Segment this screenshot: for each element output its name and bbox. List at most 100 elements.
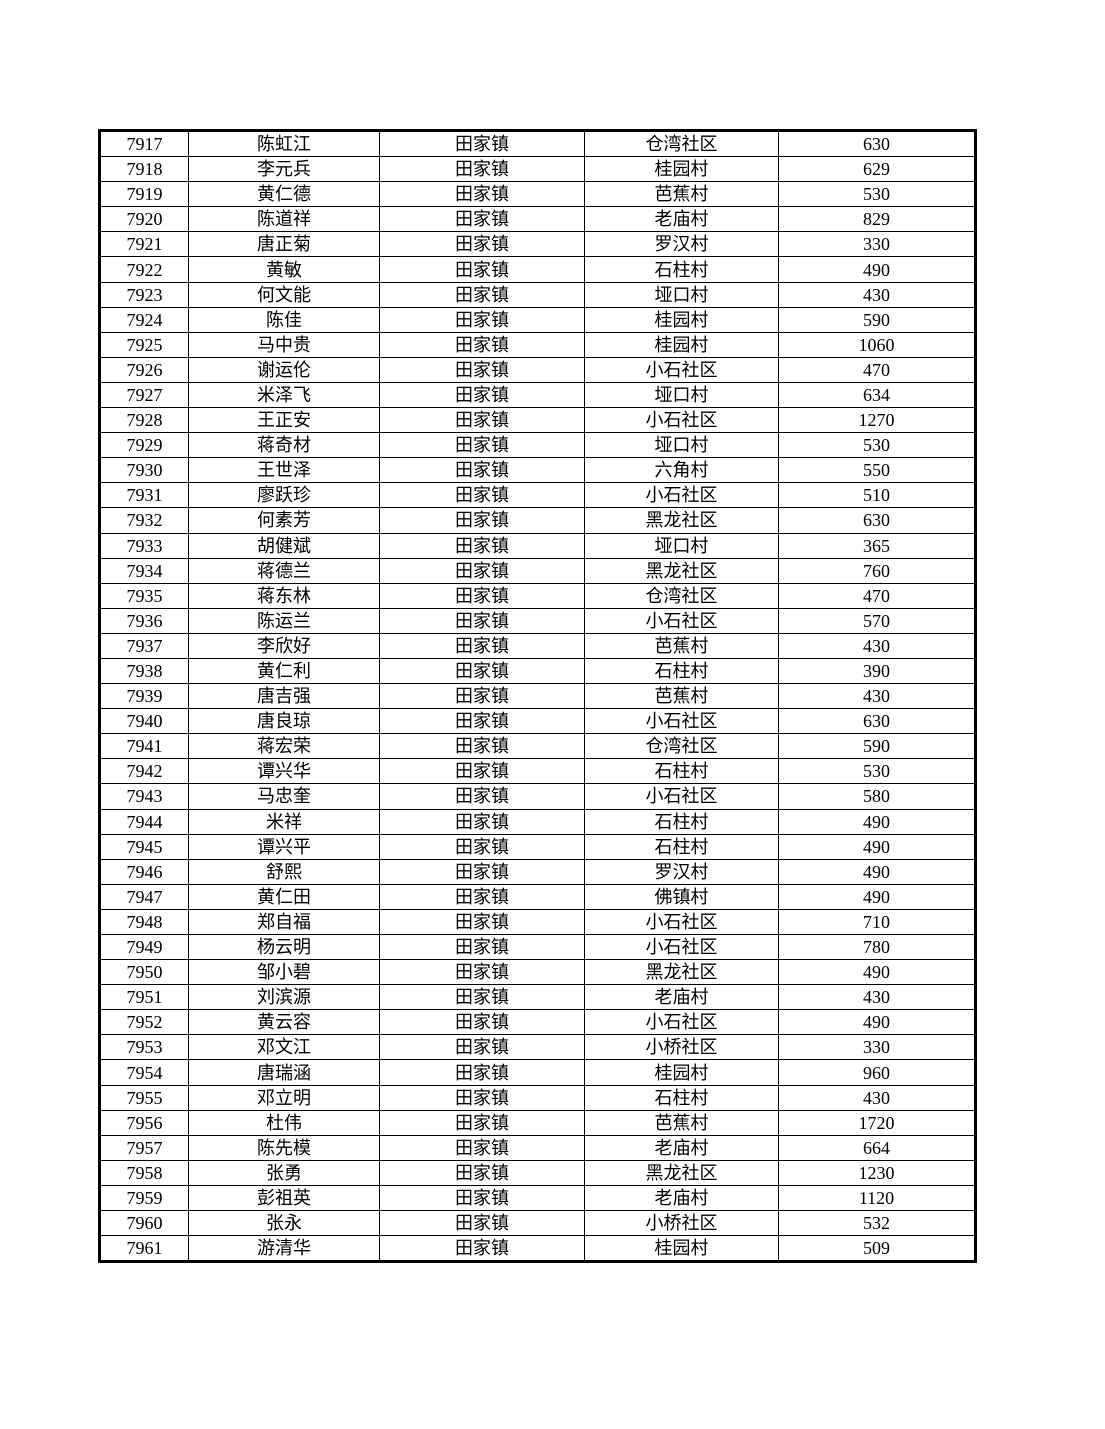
- cell-village: 垭口村: [584, 381, 779, 409]
- cell-town: 田家镇: [379, 1210, 585, 1237]
- table-row: 7949 杨云明 田家镇 小石社区 780: [99, 933, 976, 961]
- cell-serial-number: 7943: [99, 783, 189, 810]
- cell-serial-number: 7957: [99, 1134, 189, 1161]
- cell-town: 田家镇: [379, 858, 585, 885]
- cell-person-name: 李元兵: [188, 156, 380, 183]
- cell-person-name: 陈道祥: [188, 206, 380, 233]
- cell-person-name: 黄敏: [188, 256, 380, 283]
- table-row: 7922 黄敏 田家镇 石柱村 490: [99, 256, 976, 283]
- cell-serial-number: 7948: [99, 908, 189, 936]
- table-row: 7937 李欣好 田家镇 芭蕉村 430: [99, 632, 976, 659]
- cell-person-name: 唐良琼: [188, 708, 380, 735]
- cell-amount: 590: [778, 306, 976, 333]
- cell-amount: 490: [778, 833, 976, 860]
- cell-town: 田家镇: [379, 783, 585, 810]
- cell-person-name: 蒋奇材: [188, 432, 380, 459]
- cell-serial-number: 7954: [99, 1059, 189, 1086]
- cell-person-name: 张勇: [188, 1159, 380, 1186]
- cell-town: 田家镇: [379, 231, 585, 258]
- cell-town: 田家镇: [379, 1009, 585, 1036]
- table-row: 7954 唐瑞涵 田家镇 桂园村 960: [99, 1059, 976, 1086]
- cell-person-name: 杨云明: [188, 933, 380, 961]
- table-row: 7947 黄仁田 田家镇 佛镇村 490: [99, 883, 976, 910]
- table-row: 7946 舒熙 田家镇 罗汉村 490: [99, 858, 976, 885]
- cell-person-name: 何素芳: [188, 507, 380, 534]
- cell-village: 小石社区: [584, 708, 779, 735]
- cell-town: 田家镇: [379, 156, 585, 183]
- cell-person-name: 唐瑞涵: [188, 1059, 380, 1086]
- table-row: 7924 陈佳 田家镇 桂园村 590: [99, 306, 976, 333]
- cell-town: 田家镇: [379, 984, 585, 1011]
- cell-village: 仓湾社区: [584, 582, 779, 609]
- cell-amount: 1270: [778, 407, 976, 434]
- cell-serial-number: 7922: [99, 256, 189, 283]
- cell-serial-number: 7952: [99, 1009, 189, 1036]
- cell-person-name: 谭兴华: [188, 758, 380, 785]
- cell-person-name: 马忠奎: [188, 783, 380, 810]
- cell-village: 老庙村: [584, 206, 779, 233]
- cell-town: 田家镇: [379, 457, 585, 484]
- cell-serial-number: 7923: [99, 281, 189, 308]
- cell-town: 田家镇: [379, 607, 585, 634]
- cell-serial-number: 7929: [99, 432, 189, 459]
- table-row: 7953 邓文江 田家镇 小桥社区 330: [99, 1034, 976, 1061]
- cell-person-name: 陈先模: [188, 1134, 380, 1161]
- cell-amount: 490: [778, 1009, 976, 1036]
- cell-village: 桂园村: [584, 331, 779, 358]
- cell-amount: 430: [778, 632, 976, 659]
- cell-serial-number: 7925: [99, 331, 189, 358]
- cell-serial-number: 7918: [99, 156, 189, 183]
- cell-person-name: 谢运伦: [188, 356, 380, 383]
- cell-serial-number: 7946: [99, 858, 189, 885]
- cell-person-name: 王正安: [188, 407, 380, 434]
- cell-amount: 530: [778, 758, 976, 785]
- cell-serial-number: 7956: [99, 1109, 189, 1136]
- table-container: 7917 陈虹江 田家镇 仓湾社区 630 7918 李元兵 田家镇 桂园村 6…: [98, 129, 977, 1264]
- table-row: 7950 邹小碧 田家镇 黑龙社区 490: [99, 959, 976, 986]
- table-body: 7917 陈虹江 田家镇 仓湾社区 630 7918 李元兵 田家镇 桂园村 6…: [99, 129, 976, 1263]
- cell-person-name: 蒋东林: [188, 582, 380, 609]
- cell-village: 垭口村: [584, 281, 779, 308]
- cell-amount: 430: [778, 1084, 976, 1111]
- table-row: 7920 陈道祥 田家镇 老庙村 829: [99, 206, 976, 233]
- cell-amount: 710: [778, 908, 976, 936]
- cell-village: 佛镇村: [584, 883, 779, 910]
- cell-village: 桂园村: [584, 156, 779, 183]
- cell-village: 小石社区: [584, 783, 779, 810]
- table-row: 7940 唐良琼 田家镇 小石社区 630: [99, 708, 976, 735]
- cell-serial-number: 7950: [99, 959, 189, 986]
- table-row: 7956 杜伟 田家镇 芭蕉村 1720: [99, 1109, 976, 1136]
- cell-person-name: 邹小碧: [188, 959, 380, 986]
- cell-person-name: 陈佳: [188, 306, 380, 333]
- table-row: 7942 谭兴华 田家镇 石柱村 530: [99, 758, 976, 785]
- cell-serial-number: 7920: [99, 206, 189, 233]
- table-row: 7938 黄仁利 田家镇 石柱村 390: [99, 657, 976, 685]
- table-row: 7934 蒋德兰 田家镇 黑龙社区 760: [99, 557, 976, 584]
- cell-village: 黑龙社区: [584, 959, 779, 986]
- cell-serial-number: 7951: [99, 984, 189, 1011]
- cell-town: 田家镇: [379, 582, 585, 609]
- cell-person-name: 黄仁德: [188, 181, 380, 208]
- cell-town: 田家镇: [379, 632, 585, 659]
- cell-village: 老庙村: [584, 1184, 779, 1212]
- table-row: 7959 彭祖英 田家镇 老庙村 1120: [99, 1184, 976, 1212]
- cell-village: 石柱村: [584, 833, 779, 860]
- cell-person-name: 廖跃珍: [188, 482, 380, 509]
- cell-serial-number: 7947: [99, 883, 189, 910]
- cell-town: 田家镇: [379, 306, 585, 333]
- cell-serial-number: 7926: [99, 356, 189, 383]
- cell-serial-number: 7940: [99, 708, 189, 735]
- cell-serial-number: 7930: [99, 457, 189, 484]
- table-row: 7932 何素芳 田家镇 黑龙社区 630: [99, 507, 976, 534]
- cell-town: 田家镇: [379, 482, 585, 509]
- cell-village: 小石社区: [584, 933, 779, 961]
- cell-town: 田家镇: [379, 381, 585, 409]
- cell-village: 小石社区: [584, 607, 779, 634]
- cell-town: 田家镇: [379, 833, 585, 860]
- table-row: 7951 刘滨源 田家镇 老庙村 430: [99, 984, 976, 1011]
- cell-amount: 580: [778, 783, 976, 810]
- cell-amount: 490: [778, 883, 976, 910]
- cell-amount: 1230: [778, 1159, 976, 1186]
- cell-town: 田家镇: [379, 733, 585, 760]
- cell-person-name: 蒋宏荣: [188, 733, 380, 760]
